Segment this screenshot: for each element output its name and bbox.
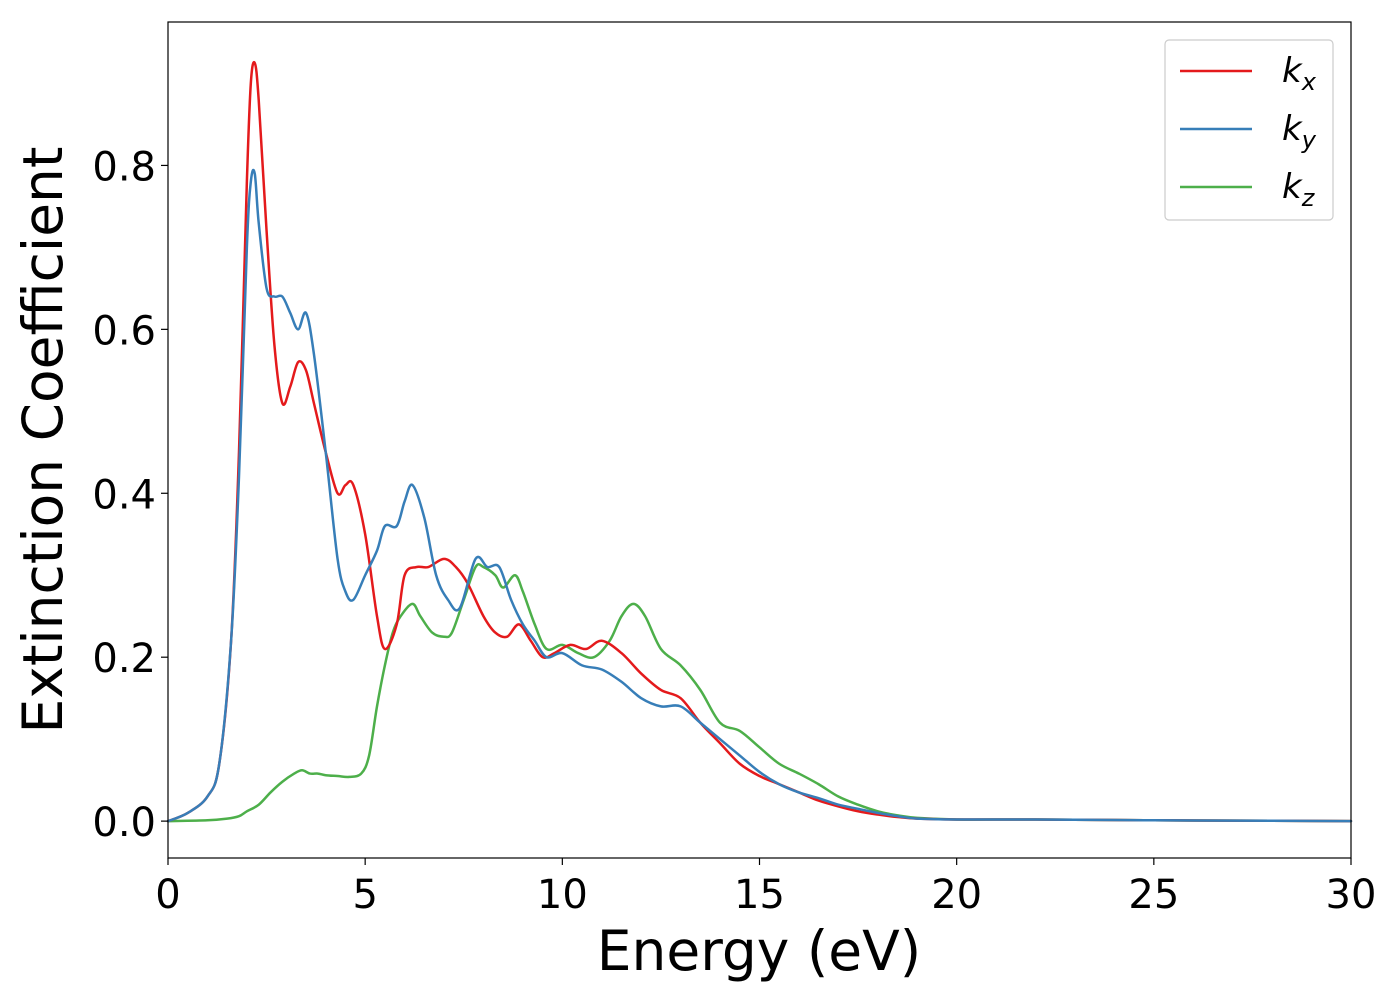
y-tick-label: 0.6 — [92, 308, 156, 354]
legend-label-x: kx — [1282, 51, 1317, 96]
x-tick-label: 30 — [1326, 872, 1377, 918]
legend-label-y: ky — [1282, 109, 1317, 154]
y-tick-label: 0.2 — [92, 636, 156, 682]
y-axis-ticks: 0.0 0.2 0.4 0.6 0.8 — [92, 144, 168, 846]
y-tick-label: 0.4 — [92, 472, 156, 518]
x-tick-label: 15 — [734, 872, 785, 918]
x-tick-label: 0 — [155, 872, 180, 918]
legend-label-subscript: x — [1301, 68, 1317, 96]
y-axis-label: Extinction Coefficient — [11, 147, 75, 734]
x-tick-label: 5 — [352, 872, 377, 918]
x-tick-label: 10 — [537, 872, 588, 918]
series-lines — [166, 60, 1353, 823]
legend-label-subscript: y — [1301, 126, 1317, 154]
x-tick-label: 25 — [1128, 872, 1179, 918]
x-axis-label: Energy (eV) — [597, 919, 921, 983]
y-tick-label: 0.0 — [92, 800, 156, 846]
series-line-x — [166, 60, 1353, 823]
legend-label-subscript: z — [1301, 184, 1316, 212]
series-line-y — [166, 168, 1353, 823]
series-line-z — [166, 563, 1353, 823]
y-tick-label: 0.8 — [92, 144, 156, 190]
x-tick-label: 20 — [931, 872, 982, 918]
x-axis-ticks: 0 5 10 15 20 25 30 — [155, 858, 1376, 918]
